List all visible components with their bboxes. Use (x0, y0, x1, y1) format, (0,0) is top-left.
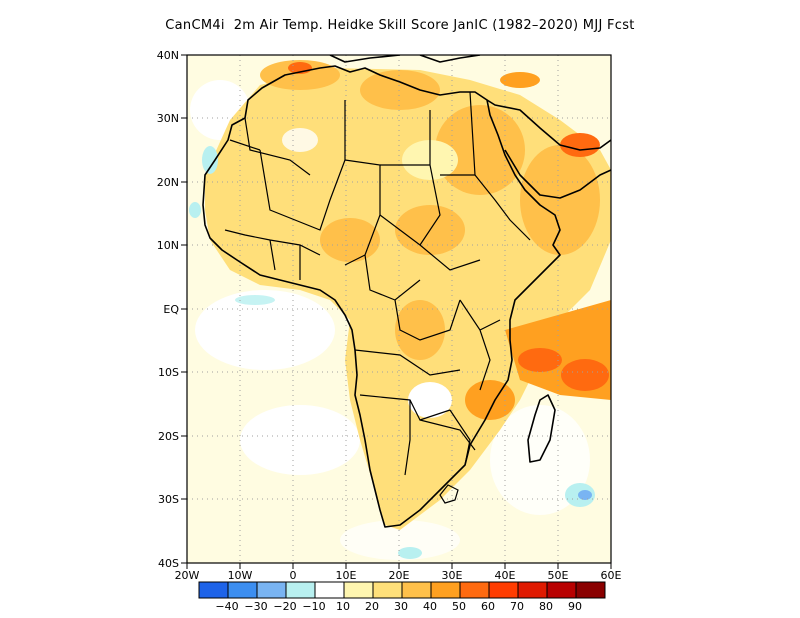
lat-label: 10N (157, 239, 179, 252)
lon-label: 20W (175, 569, 200, 582)
lon-label: 10W (228, 569, 253, 582)
colorbar-swatch (430, 581, 461, 599)
lon-label: 50E (548, 569, 569, 582)
colorbar-label: −20 (273, 600, 296, 613)
colorbar-label: 70 (510, 600, 524, 613)
country-borders (224, 91, 531, 504)
colorbar-label: −40 (215, 600, 238, 613)
graticule (187, 55, 611, 563)
lat-label: 20S (158, 430, 179, 443)
colorbar-swatch (256, 581, 287, 599)
colorbar-label: 10 (336, 600, 350, 613)
colorbar-swatch (227, 581, 258, 599)
lat-label: EQ (163, 303, 179, 316)
colorbar-label: 90 (568, 600, 582, 613)
lat-label: 40S (158, 557, 179, 570)
colorbar-label: −10 (302, 600, 325, 613)
lon-label: 60E (601, 569, 622, 582)
colorbar-swatch (517, 581, 548, 599)
coastline (202, 55, 611, 528)
colorbar-label: 50 (452, 600, 466, 613)
colorbar-swatch (459, 581, 490, 599)
colorbar (198, 581, 606, 599)
colorbar-swatch (372, 581, 403, 599)
colorbar-label: 80 (539, 600, 553, 613)
lat-label: 10S (158, 366, 179, 379)
lon-labels: 20W 10W 0 10E 20E 30E 40E 50E 60E (175, 569, 622, 582)
lon-label: 10E (336, 569, 357, 582)
lon-label: 0 (290, 569, 297, 582)
map-title: CanCM4i 2m Air Temp. Heidke Skill Score … (165, 18, 635, 33)
colorbar-label: 40 (423, 600, 437, 613)
lon-label: 40E (495, 569, 516, 582)
colorbar-label: 20 (365, 600, 379, 613)
lat-label: 30N (157, 112, 179, 125)
colorbar-label: 30 (394, 600, 408, 613)
colorbar-swatch (575, 581, 606, 599)
lat-labels: 40N 30N 20N 10N EQ 10S 20S 30S 40S (157, 49, 180, 570)
colorbar-label: 60 (481, 600, 495, 613)
lat-label: 20N (157, 176, 179, 189)
colorbar-swatch (314, 581, 345, 599)
colorbar-swatch (488, 581, 519, 599)
lat-label: 30S (158, 493, 179, 506)
lon-label: 30E (442, 569, 463, 582)
colorbar-swatch (546, 581, 577, 599)
colorbar-swatch (198, 581, 229, 599)
colorbar-labels: −40 −30 −20 −10 10 20 30 40 50 60 70 80 … (215, 600, 582, 613)
colorbar-swatch (285, 581, 316, 599)
lat-label: 40N (157, 49, 179, 62)
colorbar-label: −30 (244, 600, 267, 613)
colorbar-swatch (343, 581, 374, 599)
tick-marks (181, 54, 612, 569)
colorbar-swatch (401, 581, 432, 599)
lon-label: 20E (389, 569, 410, 582)
